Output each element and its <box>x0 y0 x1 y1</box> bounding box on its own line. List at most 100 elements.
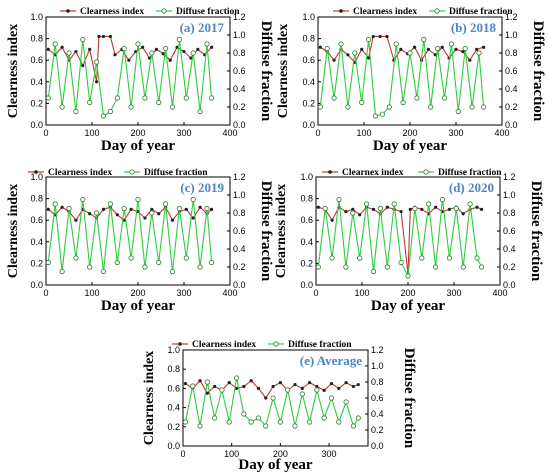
diffuse-fraction-point <box>45 259 51 266</box>
diffuse-fraction-point <box>182 419 189 425</box>
diffuse-fraction-point <box>263 423 269 429</box>
diffuse-fraction-point <box>52 41 58 47</box>
legend-diffuse-label: Diffuse fraction <box>438 168 502 178</box>
x-tick-label: 100 <box>84 128 99 138</box>
legend: Clearness index Diffuse fraction <box>172 340 352 350</box>
clearness-index-point <box>196 47 200 52</box>
diffuse-fraction-point <box>455 108 461 115</box>
clearness-index-point <box>447 207 451 211</box>
diffuse-fraction-point <box>270 395 276 401</box>
diffuse-fraction-point <box>398 259 404 266</box>
clearness-index-point <box>330 218 334 222</box>
x-tick-label: 300 <box>176 288 191 298</box>
legend-diffuse-label: Diffuse fraction <box>288 340 352 350</box>
diffuse-fraction-point <box>94 210 100 216</box>
diffuse-fraction-point <box>163 201 169 207</box>
clearness-index-point <box>318 45 322 49</box>
y-left-tick-label: 0.8 <box>300 194 313 204</box>
y-left-tick-label: 0.6 <box>302 55 315 65</box>
diffuse-fraction-point <box>128 104 134 110</box>
y-left-tick-label: 0.0 <box>167 441 180 451</box>
clearness-index-point <box>408 207 412 211</box>
diffuse-fraction-point <box>149 50 155 56</box>
y-left-tick-label: 1.0 <box>302 12 315 22</box>
clearness-index-point <box>210 207 214 211</box>
diffuse-fraction-point <box>176 205 182 212</box>
diffuse-fraction-point <box>469 104 475 110</box>
diffuse-fraction-point <box>453 205 459 212</box>
clearness-index-point <box>482 45 486 49</box>
legend-clearness-marker <box>34 170 38 174</box>
diffuse-fraction-point <box>400 99 406 106</box>
clearness-index-point <box>351 207 355 211</box>
clearness-index-point <box>344 381 348 385</box>
clearness-index-point <box>74 49 78 54</box>
clearness-index-point <box>468 58 472 62</box>
diffuse-fraction-point <box>336 419 342 425</box>
clearness-index-point <box>461 49 465 54</box>
diffuse-fraction-point <box>355 415 361 421</box>
y-right-tick-label: 1.2 <box>233 172 246 182</box>
diffuse-fraction-point <box>370 268 377 275</box>
diffuse-fraction-point <box>80 196 86 203</box>
clearness-index-point <box>399 47 403 52</box>
clearness-index-point <box>256 386 261 390</box>
diffuse-fraction-point <box>478 264 485 270</box>
clearness-index-point <box>88 47 92 52</box>
diffuse-fraction-point <box>322 205 328 212</box>
clearness-index-point <box>356 382 360 387</box>
chart-panel: 0.0 0.2 0.4 0.6 0.8 1.0 0.0 0.2 0.4 0.6 0.8 1.0 1.2 0… <box>274 168 544 314</box>
clearness-index-point <box>101 207 106 211</box>
legend-diffuse-marker <box>129 169 135 175</box>
clearness-index-point <box>351 384 355 389</box>
clearness-index-point <box>143 216 147 220</box>
clearness-index-point <box>344 209 348 214</box>
clearness-index-point <box>385 205 389 209</box>
diffuse-fraction-point <box>121 205 127 212</box>
diffuse-fraction-point <box>80 36 86 43</box>
y-right-tick-label: 0.0 <box>505 120 518 130</box>
clearness-index-point <box>434 205 438 209</box>
legend-diffuse-marker <box>161 8 167 14</box>
diffuse-fraction-point <box>350 210 356 216</box>
clearness-index-point <box>74 218 78 222</box>
diffuse-fraction-point <box>107 201 114 207</box>
x-tick-label: 200 <box>273 449 288 459</box>
clearness-index-point <box>413 45 417 49</box>
diffuse-fraction-point <box>393 41 399 47</box>
diffuse-fraction-point <box>321 415 327 421</box>
panel-title: (d) 2020 <box>449 180 494 195</box>
y-right-tick-label: 0.4 <box>505 84 518 94</box>
x-tick-label: 0 <box>313 288 318 298</box>
diffuse-fraction-point <box>197 108 203 115</box>
diffuse-fraction-point <box>241 411 247 417</box>
clearness-index-point <box>141 45 145 49</box>
x-tick-label: 300 <box>176 128 191 138</box>
y-left-tick-label: 0.8 <box>30 34 43 44</box>
y-left-axis-title: Clearness index <box>274 184 289 279</box>
diffuse-fraction-point <box>377 205 383 212</box>
diffuse-fraction-point <box>338 41 344 47</box>
diffuse-fraction-point <box>446 255 452 261</box>
y-right-tick-label: 1.0 <box>233 30 246 40</box>
diffuse-fraction-point <box>407 50 413 56</box>
y-right-tick-label: 1.2 <box>371 345 384 355</box>
diffuse-fraction-point <box>476 50 482 56</box>
y-right-axis-title: Diffuse fraction <box>258 181 274 282</box>
clearness-index-point <box>360 47 364 52</box>
y-right-tick-label: 0.8 <box>505 48 518 58</box>
legend: Clearnex index Diffuse fraction <box>322 168 502 178</box>
diffuse-fraction-point <box>255 415 262 421</box>
clearness-index-point <box>433 53 437 57</box>
clearness-index-point <box>264 396 268 400</box>
diffuse-fraction-point <box>474 255 480 261</box>
y-left-tick-label: 1.0 <box>300 172 313 182</box>
y-right-tick-label: 1.0 <box>505 30 518 40</box>
clearness-index-point <box>46 47 50 52</box>
clearness-index-point <box>358 213 362 217</box>
diffuse-fraction-point <box>100 113 107 119</box>
y-left-tick-label: 0.8 <box>302 34 315 44</box>
clearness-index-point <box>346 53 350 57</box>
clearness-index-point <box>122 218 126 222</box>
legend-diffuse-label: Diffuse fraction <box>144 168 208 178</box>
